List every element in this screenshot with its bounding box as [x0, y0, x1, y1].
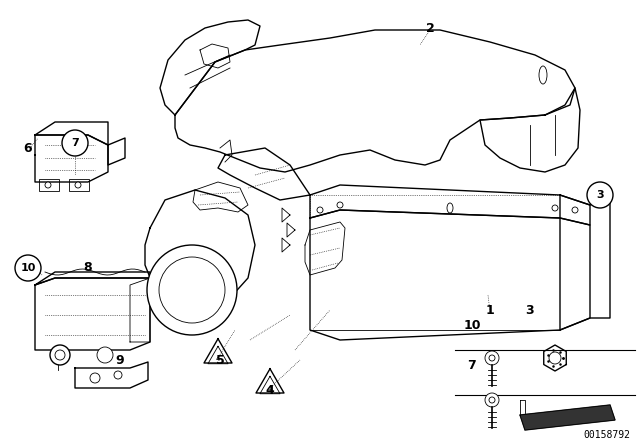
Text: 9: 9 — [116, 353, 124, 366]
Text: 5: 5 — [216, 353, 225, 366]
Circle shape — [549, 352, 561, 364]
Text: 00158792: 00158792 — [583, 430, 630, 440]
Circle shape — [147, 245, 237, 335]
Text: 8: 8 — [84, 260, 92, 273]
Circle shape — [337, 202, 343, 208]
Circle shape — [587, 182, 613, 208]
Text: 4: 4 — [268, 386, 272, 392]
Circle shape — [75, 182, 81, 188]
Text: 1: 1 — [486, 303, 494, 316]
Circle shape — [55, 350, 65, 360]
Text: 3: 3 — [596, 190, 604, 200]
Ellipse shape — [447, 203, 453, 213]
Circle shape — [45, 182, 51, 188]
Text: 10: 10 — [463, 319, 481, 332]
Text: 10: 10 — [20, 263, 36, 273]
Circle shape — [485, 351, 499, 365]
Polygon shape — [520, 405, 615, 430]
Text: 3: 3 — [525, 303, 534, 316]
Circle shape — [62, 130, 88, 156]
Circle shape — [114, 371, 122, 379]
Text: 6: 6 — [24, 142, 32, 155]
Circle shape — [97, 347, 113, 363]
Circle shape — [50, 345, 70, 365]
Ellipse shape — [539, 66, 547, 84]
Text: 4: 4 — [266, 383, 275, 396]
Circle shape — [15, 255, 41, 281]
Circle shape — [552, 205, 558, 211]
Text: 2: 2 — [426, 22, 435, 34]
Circle shape — [489, 397, 495, 403]
Circle shape — [485, 393, 499, 407]
Text: 7: 7 — [71, 138, 79, 148]
Circle shape — [159, 257, 225, 323]
Circle shape — [90, 373, 100, 383]
Circle shape — [317, 207, 323, 213]
Text: 4: 4 — [216, 356, 220, 362]
Circle shape — [572, 207, 578, 213]
Text: 7: 7 — [468, 358, 476, 371]
Circle shape — [489, 355, 495, 361]
